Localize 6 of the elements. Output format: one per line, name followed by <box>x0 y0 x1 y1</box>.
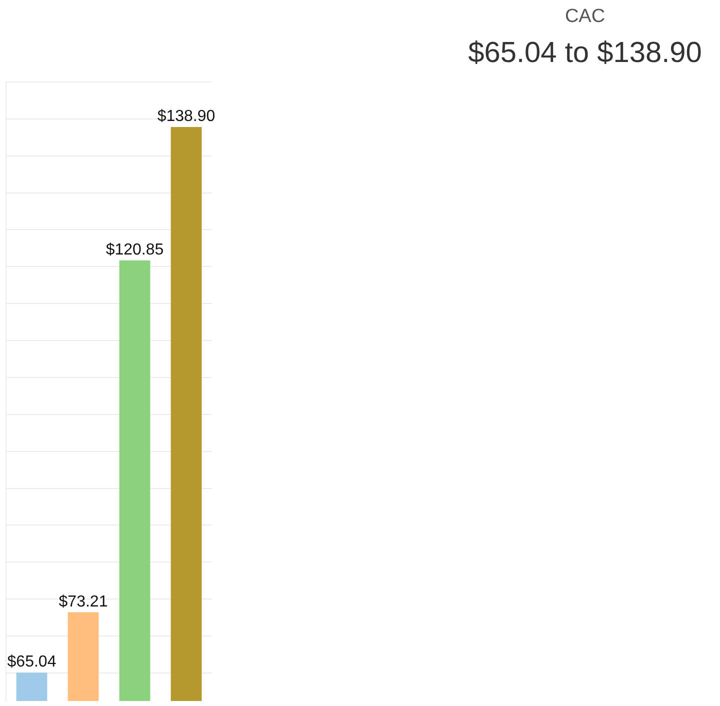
data-label: $120.85 <box>106 241 164 258</box>
text: $65.04 to $138.90 <box>467 36 703 70</box>
text: CAC <box>564 6 606 28</box>
data-label: $65.04 <box>7 654 56 671</box>
data-label: $73.21 <box>58 593 108 610</box>
data-label: $138.90 <box>157 108 216 126</box>
